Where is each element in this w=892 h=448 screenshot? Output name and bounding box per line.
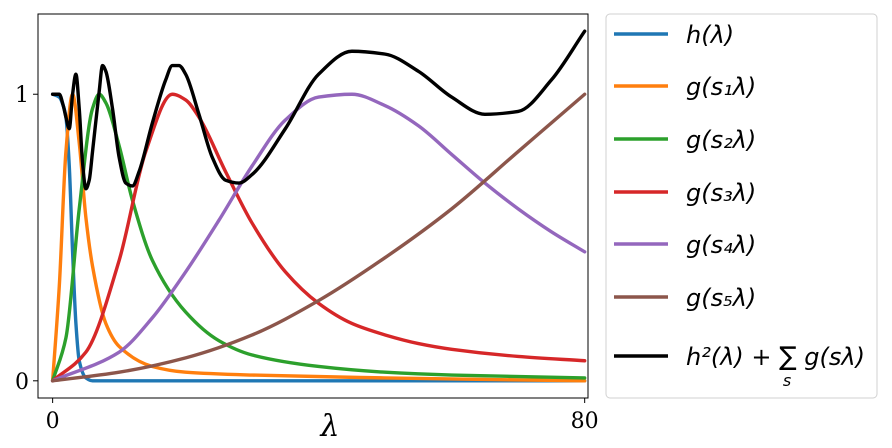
legend-sum-subscript: s: [783, 371, 791, 390]
series-line-3: [50, 92, 587, 383]
legend-label-6: g(s₅λ): [686, 284, 756, 312]
legend-frame: [605, 13, 878, 399]
series-line-7: [50, 29, 587, 191]
series-line-6: [50, 92, 587, 383]
legend-label-5: g(s₄λ): [686, 231, 756, 259]
legend-label-1: h(λ): [686, 21, 734, 49]
series-line-1: [50, 92, 587, 383]
tick-layer: 0 80 0 1: [15, 83, 599, 434]
series-line-5: [50, 92, 587, 383]
series-layer: [50, 29, 587, 383]
series-line-2: [50, 92, 587, 383]
y-tick-label: 0: [15, 370, 29, 395]
legend: h(λ) g(s₁λ) g(s₂λ) g(s₃λ) g(s₄λ) g(s₅λ) h²(λ) …: [605, 13, 878, 399]
plot-area: 0 80 0 1 λ: [15, 13, 599, 444]
legend-label-2: g(s₁λ): [686, 73, 756, 101]
legend-label-3: g(s₂λ): [686, 126, 756, 154]
plot-frame: [37, 13, 589, 399]
legend-entries: h(λ) g(s₁λ) g(s₂λ) g(s₃λ) g(s₄λ) g(s₅λ) h²(λ) …: [614, 21, 865, 390]
x-axis-label: λ: [319, 409, 339, 444]
x-tick-label: 0: [46, 409, 60, 434]
legend-label-4: g(s₃λ): [686, 179, 756, 207]
legend-label-7: h²(λ) + ∑ g(sλ): [686, 342, 865, 372]
y-tick-label: 1: [15, 83, 29, 108]
series-line-4: [50, 92, 587, 383]
x-tick-label: 80: [571, 409, 599, 434]
